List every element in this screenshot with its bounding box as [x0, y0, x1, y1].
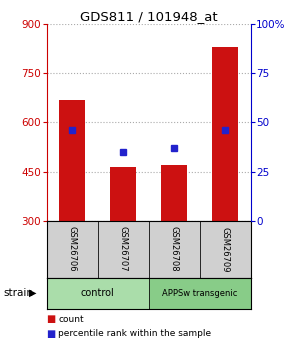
Text: APPSw transgenic: APPSw transgenic — [162, 289, 237, 298]
Title: GDS811 / 101948_at: GDS811 / 101948_at — [80, 10, 217, 23]
Bar — [98, 221, 148, 278]
Bar — [148, 278, 250, 309]
Text: GSM26709: GSM26709 — [220, 227, 230, 272]
Bar — [46, 221, 98, 278]
Text: percentile rank within the sample: percentile rank within the sample — [58, 329, 212, 338]
Bar — [200, 221, 250, 278]
Text: control: control — [81, 288, 114, 298]
Text: strain: strain — [3, 288, 33, 298]
Bar — [148, 221, 200, 278]
Bar — [46, 278, 148, 309]
Bar — [110, 167, 136, 221]
Bar — [212, 47, 238, 221]
Text: GSM26708: GSM26708 — [169, 226, 178, 272]
Text: ■: ■ — [46, 314, 56, 324]
Text: count: count — [58, 315, 84, 324]
Text: GSM26706: GSM26706 — [68, 226, 76, 272]
Text: ▶: ▶ — [28, 288, 36, 298]
Text: ■: ■ — [46, 329, 56, 338]
Bar — [161, 165, 187, 221]
Bar — [59, 100, 85, 221]
Text: GSM26707: GSM26707 — [118, 226, 127, 272]
